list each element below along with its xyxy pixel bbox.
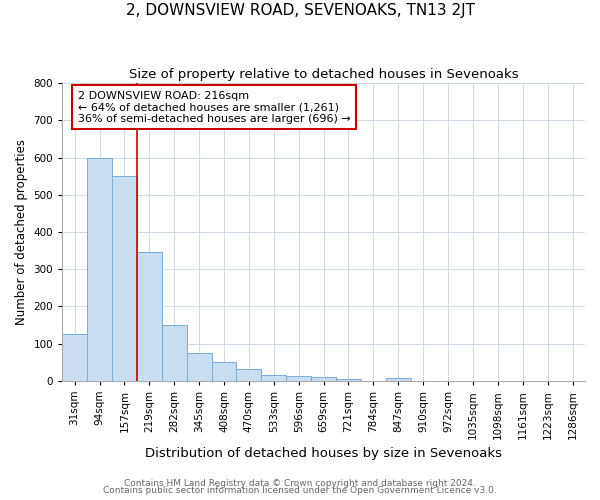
Bar [386,378,411,381]
Text: Contains HM Land Registry data © Crown copyright and database right 2024.: Contains HM Land Registry data © Crown c… [124,478,476,488]
Title: Size of property relative to detached houses in Sevenoaks: Size of property relative to detached ho… [129,68,518,80]
Bar [87,158,112,381]
Bar [336,379,361,381]
Y-axis label: Number of detached properties: Number of detached properties [15,139,28,325]
Bar [236,368,262,381]
Bar [311,377,336,381]
Bar [187,353,212,381]
Bar [162,325,187,381]
Text: Contains public sector information licensed under the Open Government Licence v3: Contains public sector information licen… [103,486,497,495]
Bar [112,176,137,381]
Bar [262,376,286,381]
Bar [286,376,311,381]
X-axis label: Distribution of detached houses by size in Sevenoaks: Distribution of detached houses by size … [145,447,502,460]
Text: 2, DOWNSVIEW ROAD, SEVENOAKS, TN13 2JT: 2, DOWNSVIEW ROAD, SEVENOAKS, TN13 2JT [125,2,475,18]
Bar [212,362,236,381]
Text: 2 DOWNSVIEW ROAD: 216sqm
← 64% of detached houses are smaller (1,261)
36% of sem: 2 DOWNSVIEW ROAD: 216sqm ← 64% of detach… [78,90,350,124]
Bar [137,252,162,381]
Bar [62,334,87,381]
